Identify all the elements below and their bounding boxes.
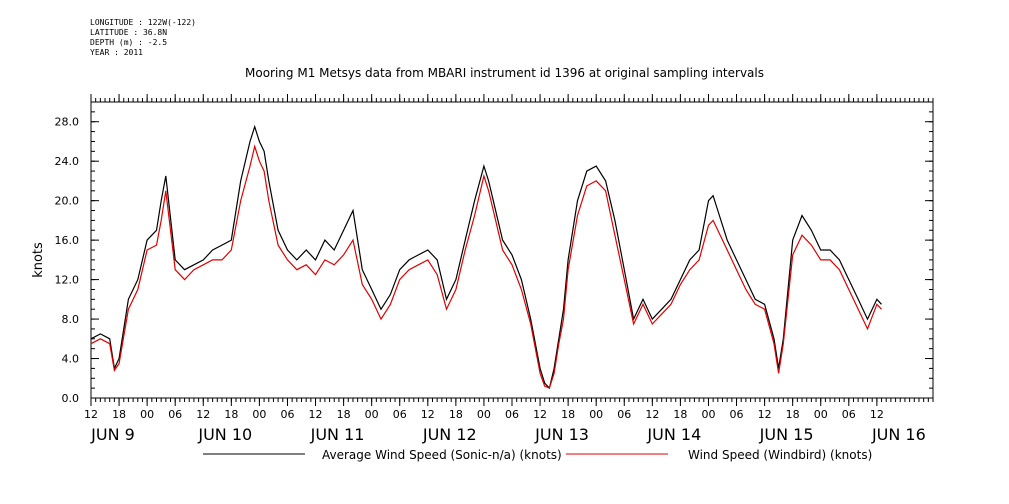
x-tick-label: 12	[421, 408, 435, 421]
x-tick-label: 00	[140, 408, 154, 421]
depth-label: DEPTH (m) : -2.5	[90, 38, 168, 47]
day-label: JUN 11	[310, 425, 365, 444]
x-tick-label: 12	[309, 408, 323, 421]
legend-label-sonic: Average Wind Speed (Sonic-n/a) (knots)	[322, 448, 562, 462]
y-tick-label: 16.0	[55, 234, 80, 247]
x-tick-label: 06	[617, 408, 631, 421]
x-tick-label: 06	[505, 408, 519, 421]
chart-title: Mooring M1 Metsys data from MBARI instru…	[245, 66, 764, 80]
latitude-label: LATITUDE : 36.8N	[90, 28, 168, 37]
legend-label-windbird: Wind Speed (Windbird) (knots)	[688, 448, 872, 462]
y-tick-label: 12.0	[55, 274, 80, 287]
day-label: JUN 9	[90, 425, 135, 444]
day-label: JUN 16	[871, 425, 926, 444]
metadata-block: LONGITUDE : 122W(-122) LATITUDE : 36.8N …	[90, 18, 196, 58]
x-tick-label: 18	[561, 408, 575, 421]
y-tick-label: 8.0	[62, 313, 80, 326]
x-tick-label: 12	[196, 408, 210, 421]
day-label: JUN 12	[422, 425, 477, 444]
y-tick-label: 24.0	[55, 155, 80, 168]
y-tick-label: 28.0	[55, 116, 80, 129]
series-line-sonic	[90, 124, 882, 390]
x-tick-label: 00	[701, 408, 715, 421]
x-tick-label: 00	[252, 408, 266, 421]
day-label: JUN 13	[534, 425, 589, 444]
x-tick-label: 18	[449, 408, 463, 421]
x-tick-label: 12	[758, 408, 772, 421]
x-tick-label: 00	[589, 408, 603, 421]
x-tick-label: 00	[365, 408, 379, 421]
day-label: JUN 10	[197, 425, 252, 444]
x-tick-label: 06	[393, 408, 407, 421]
y-axis-label: knots	[31, 242, 46, 278]
x-tick-label: 00	[814, 408, 828, 421]
x-tick-label: 06	[280, 408, 294, 421]
x-tick-label: 12	[84, 408, 98, 421]
x-tick-label: 18	[337, 408, 351, 421]
plot-frame	[90, 101, 934, 399]
x-tick-label: 12	[870, 408, 884, 421]
x-tick-label: 18	[786, 408, 800, 421]
longitude-label: LONGITUDE : 122W(-122)	[90, 18, 196, 27]
x-tick-label: 06	[168, 408, 182, 421]
day-label: JUN 15	[759, 425, 814, 444]
year-label: YEAR : 2011	[90, 48, 143, 57]
x-tick-label: 06	[730, 408, 744, 421]
x-tick-label: 00	[477, 408, 491, 421]
x-tick-label: 18	[673, 408, 687, 421]
x-tick-label: 18	[112, 408, 126, 421]
x-tick-label: 06	[842, 408, 856, 421]
series-line-windbird	[90, 144, 882, 389]
x-tick-label: 12	[533, 408, 547, 421]
x-tick-label: 18	[224, 408, 238, 421]
y-tick-label: 20.0	[55, 195, 80, 208]
x-tick-label: 12	[645, 408, 659, 421]
y-tick-label: 4.0	[62, 353, 80, 366]
day-label: JUN 14	[646, 425, 701, 444]
y-tick-label: 0.0	[62, 392, 80, 405]
